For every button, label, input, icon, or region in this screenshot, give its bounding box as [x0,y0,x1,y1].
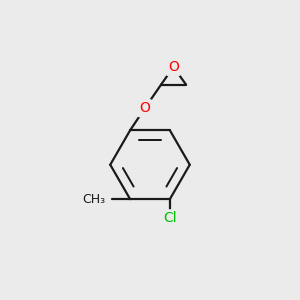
Text: Cl: Cl [163,211,177,225]
Text: O: O [168,60,179,74]
Text: CH₃: CH₃ [82,193,106,206]
Text: O: O [140,101,150,115]
